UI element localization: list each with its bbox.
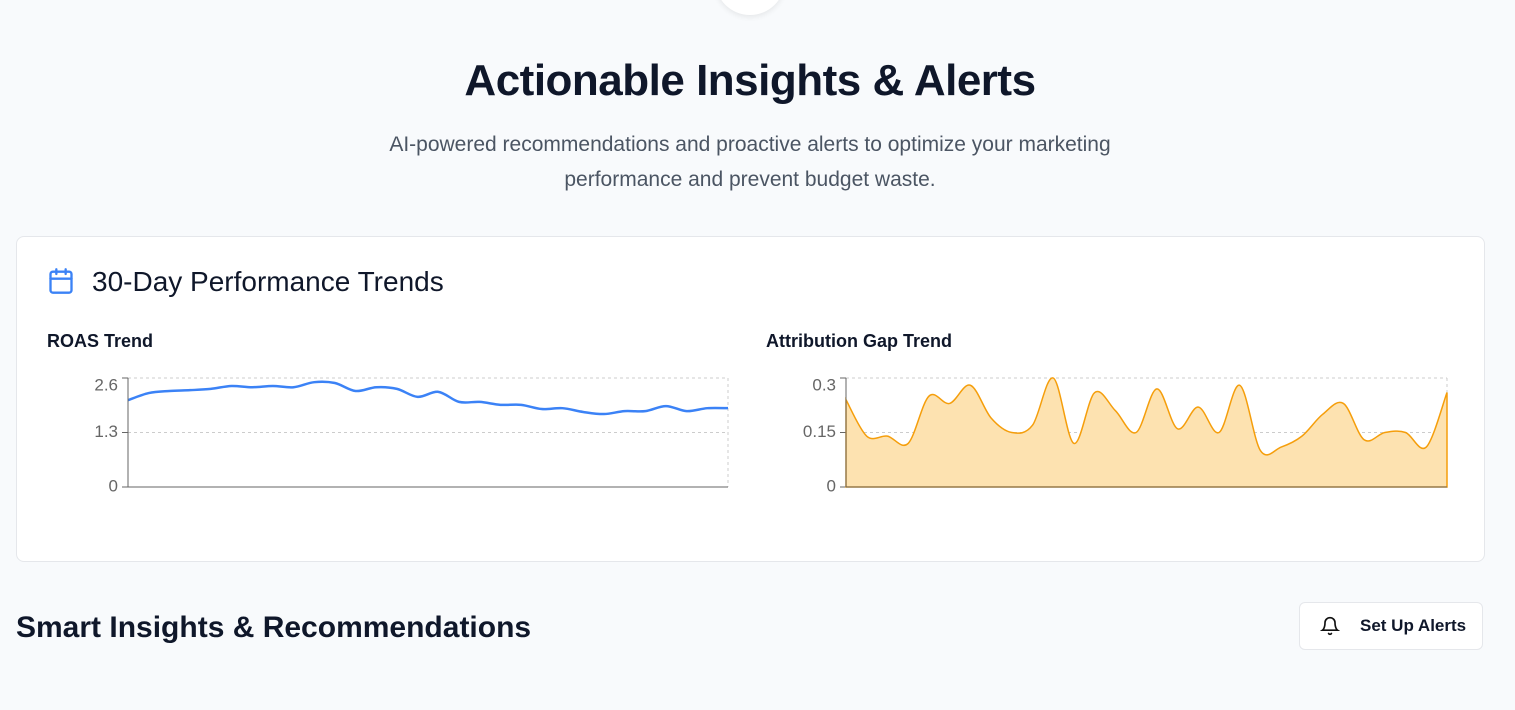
y-tick-label: 1.3: [94, 422, 118, 441]
y-tick-label: 0.15: [803, 422, 836, 441]
y-tick-label: 0: [827, 476, 836, 495]
chart-title: ROAS Trend: [47, 331, 154, 351]
y-tick-label: 2.6: [94, 375, 118, 394]
bell-icon: [1320, 616, 1340, 636]
y-tick-label: 0.3: [812, 375, 836, 394]
chart-title: Attribution Gap Trend: [766, 331, 952, 351]
page-title: Actionable Insights & Alerts: [464, 56, 1036, 105]
button-label: Set Up Alerts: [1360, 616, 1467, 635]
line: [127, 380, 729, 416]
section-title: Smart Insights & Recommendations: [16, 611, 532, 644]
page-subtitle: AI-powered recommendations and proactive…: [389, 133, 1111, 191]
y-tick-label: 0: [109, 476, 118, 495]
card-title: 30-Day Performance Trends: [92, 266, 444, 297]
setup-alerts-button[interactable]: Set Up Alerts: [1299, 602, 1483, 650]
calendar-icon: [49, 268, 73, 294]
area: [845, 377, 1448, 488]
